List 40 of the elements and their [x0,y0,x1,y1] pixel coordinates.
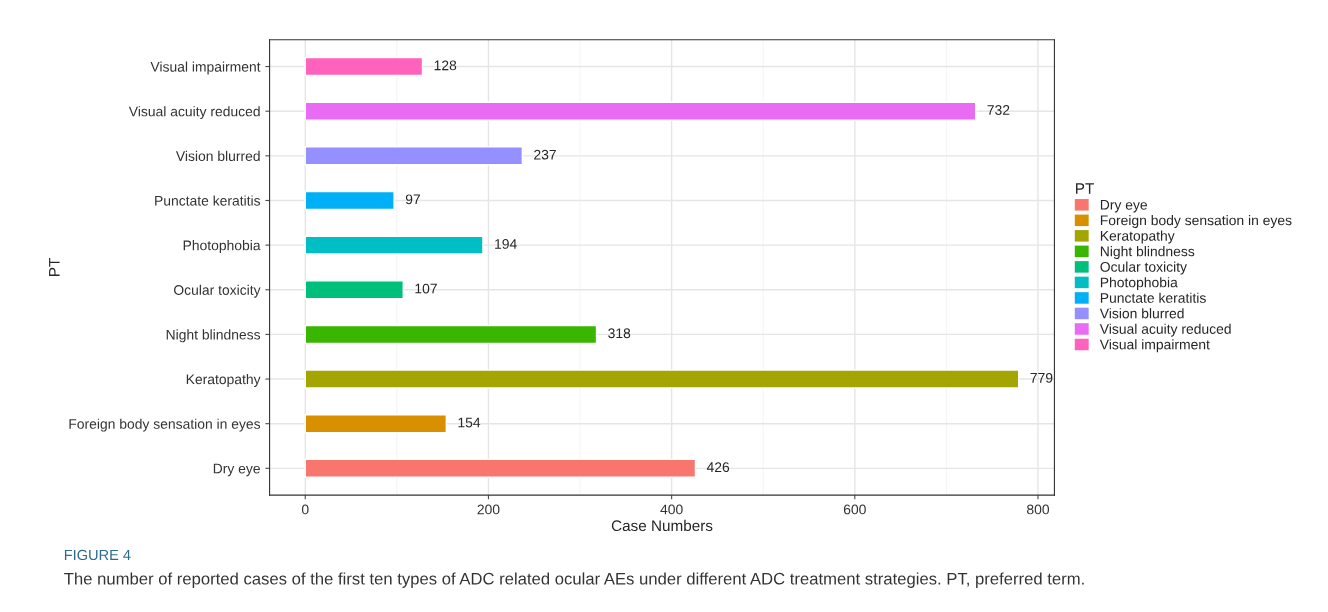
data-label: 237 [534,149,556,160]
legend-label: Vision blurred [1099,308,1184,319]
y-axis-title: PT [49,258,60,276]
data-label: 107 [415,283,437,294]
y-tick-label: Visual acuity reduced [128,106,260,120]
legend-label: Photophobia [1100,277,1178,291]
y-tick-label: Keratopathy [186,374,261,387]
legend-label: Visual impairment [1099,339,1210,353]
data-label: 194 [495,239,517,249]
y-tick-label: Photophobia [183,240,261,254]
x-tick-label: 800 [1027,504,1050,515]
legend-label: Ocular toxicity [1100,261,1187,275]
text: The number of reported cases of the first ten types of ADC related ocular AEs under different ADC treatment strategies. PT, preferred term. [64,572,1084,588]
y-tick-label: Punctate keratitis [155,195,261,206]
data-label: 154 [458,417,481,428]
x-tick-label: 200 [477,504,500,515]
x-axis-title: Case Numbers [611,519,713,532]
legend-label: Punctate keratitis [1100,292,1206,303]
legend-label: Foreign body sensation in eyes [1100,215,1292,228]
caption: FIGURE 4 [64,549,131,561]
y-tick-label: Ocular toxicity [174,284,261,298]
data-label: 426 [706,462,730,473]
y-tick-label: Dry eye [213,463,260,477]
data-label: 779 [1030,372,1053,383]
x-tick-label: 600 [843,504,866,515]
legend-label: Night blindness [1100,246,1195,260]
legend-label: Keratopathy [1100,230,1175,244]
data-label: 318 [608,328,631,339]
data-label: 97 [405,194,420,205]
x-tick-label: 0 [301,504,309,515]
data-label: 732 [987,105,1010,115]
y-tick-label: Night blindness [166,329,261,343]
legend-label: Visual acuity reduced [1099,323,1231,337]
x-tick-label: 400 [660,504,683,515]
legend-title: PT [1076,183,1094,194]
legend-label: Dry eye [1100,200,1148,213]
data-label: 128 [434,60,457,71]
y-tick-label: Foreign body sensation in eyes [69,418,261,432]
y-tick-label: Visual impairment [150,61,261,75]
y-tick-label: Vision blurred [175,150,260,162]
